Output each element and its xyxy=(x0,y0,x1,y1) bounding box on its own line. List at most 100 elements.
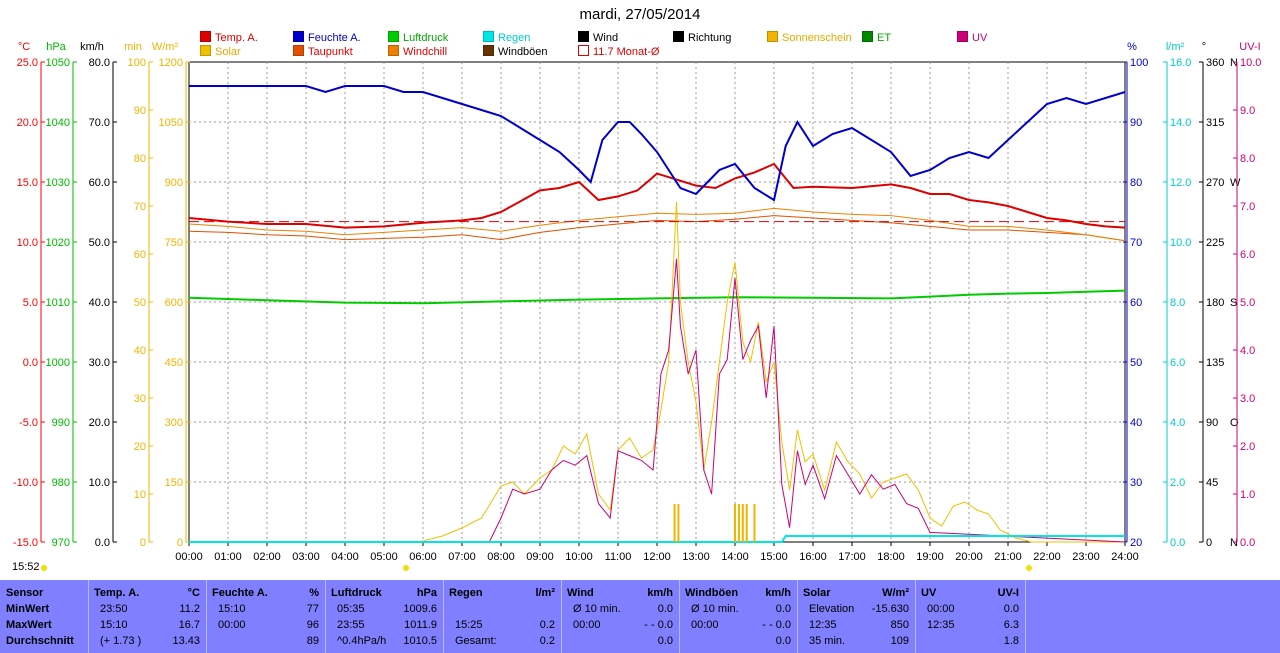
left-axis-tick-label: 1050 xyxy=(159,117,183,129)
legend-swatch xyxy=(200,31,211,42)
x-tick-label: 19:00 xyxy=(916,551,944,563)
table-column: UV UV-I 00:00 0.0 12:35 6.3 1.8 xyxy=(915,580,1026,653)
table-cell-label: 15:25 xyxy=(455,619,483,631)
legend-label: Luftdruck xyxy=(403,32,449,44)
right-axis-tick-label: 4.0 xyxy=(1240,345,1255,357)
x-tick-label: 21:00 xyxy=(994,551,1022,563)
right-axis-tick-label: 20 xyxy=(1130,537,1142,549)
left-axis-tick-label: 1000 xyxy=(46,357,70,369)
table-cell-label: MinWert xyxy=(6,603,50,615)
table-header: Feuchte A. xyxy=(212,587,268,599)
right-axis-tick-label: 360 xyxy=(1206,57,1224,69)
legend-swatch xyxy=(293,31,304,42)
table-cell-value: 0.2 xyxy=(539,635,555,647)
legend-label: Temp. A. xyxy=(215,32,258,44)
table-header: Regen xyxy=(449,587,483,599)
right-axis-tick-label: 80 xyxy=(1130,177,1142,189)
right-axis-tick-label: N xyxy=(1230,57,1238,69)
right-axis-tick-label: 40 xyxy=(1130,417,1142,429)
series-temp-a- xyxy=(188,162,1126,229)
x-tick-label: 09:00 xyxy=(526,551,554,563)
x-tick-label: 17:00 xyxy=(838,551,866,563)
legend-swatch xyxy=(957,31,968,42)
left-axis-tick-label: 15.0 xyxy=(17,177,38,189)
right-axis-tick-label: W xyxy=(1230,177,1241,189)
legend-label: Windböen xyxy=(498,46,548,58)
left-axis-tick-label: 1200 xyxy=(159,57,183,69)
legend-swatch xyxy=(578,45,589,56)
x-tick-label: 24:00 xyxy=(1111,551,1139,563)
left-axis-tick-label: -5.0 xyxy=(19,417,38,429)
right-axis-tick-label: 6.0 xyxy=(1240,249,1255,261)
table-cell-value: 77 xyxy=(306,603,319,615)
right-axis-tick-label: 2.0 xyxy=(1170,477,1185,489)
table-cell-value: 850 xyxy=(890,619,909,631)
legend-item: Regen xyxy=(483,31,530,44)
legend-label: Feuchte A. xyxy=(308,32,361,44)
legend-item: Wind xyxy=(578,31,618,44)
legend-swatch xyxy=(673,31,684,42)
legend-label: ET xyxy=(877,32,892,44)
sunrise-label: 15:52 xyxy=(12,561,40,573)
right-axis-tick-label: 9.0 xyxy=(1240,105,1255,117)
legend-swatch xyxy=(388,45,399,56)
left-axis-tick-label: 1050 xyxy=(46,57,70,69)
table-header: Sensor xyxy=(6,587,44,599)
table-column: Sensor MinWert MaxWert Durchschnitt xyxy=(0,580,89,653)
legend-item: Luftdruck xyxy=(388,31,448,44)
series xyxy=(41,85,1126,571)
table-unit: % xyxy=(309,587,319,599)
left-axis-tick-label: 25.0 xyxy=(17,57,38,69)
table-header: Wind xyxy=(567,587,594,599)
right-axis-tick-label: 50 xyxy=(1130,357,1142,369)
left-axis-tick-label: 1030 xyxy=(46,177,70,189)
table-header: Temp. A. xyxy=(94,587,140,599)
left-axis-tick-label: 40 xyxy=(134,345,146,357)
left-axis-tick-label: 0 xyxy=(177,537,183,549)
table-column: Luftdruck hPa 05:35 1009.6 23:55 1011.9 ^0.4hP… xyxy=(325,580,444,653)
x-tick-label: 02:00 xyxy=(253,551,281,563)
left-axis-tick-label: 10.0 xyxy=(89,477,110,489)
right-axis-unit: % xyxy=(1127,41,1137,53)
left-axis-tick-label: 90 xyxy=(134,105,146,117)
table-unit: hPa xyxy=(416,587,437,599)
left-axis-unit: min xyxy=(124,41,142,53)
x-tick-label: 23:00 xyxy=(1072,551,1100,563)
axes: 00:00 01:00 02:00 03:00 04:00 05:00 06:00 07:00… xyxy=(13,41,1262,563)
table-cell-value: 0.0 xyxy=(657,635,673,647)
left-axis-tick-label: 300 xyxy=(165,417,183,429)
table-cell-label: 12:35 xyxy=(809,619,837,631)
table-header: Luftdruck xyxy=(331,587,382,599)
table-unit: km/h xyxy=(647,587,673,599)
right-axis-tick-label: 90 xyxy=(1206,417,1218,429)
table-cell-value: 6.3 xyxy=(1003,619,1019,631)
left-axis-tick-label: 70 xyxy=(134,201,146,213)
left-axis-tick-label: 40.0 xyxy=(89,297,110,309)
legend-swatch xyxy=(293,45,304,56)
right-axis-tick-label: 2.0 xyxy=(1240,441,1255,453)
table-cell-value: 109 xyxy=(890,635,909,647)
legend-item: ET xyxy=(862,31,891,44)
table-cell-label: (+ 1.73 ) xyxy=(100,635,142,647)
table-cell-value: 1010.5 xyxy=(403,635,437,647)
left-axis-tick-label: 60.0 xyxy=(89,177,110,189)
legend-label: Taupunkt xyxy=(308,46,353,58)
right-axis-tick-label: 90 xyxy=(1130,117,1142,129)
x-tick-label: 01:00 xyxy=(214,551,242,563)
right-axis-tick-label: 16.0 xyxy=(1170,57,1191,69)
legend-label: Sonnenschein xyxy=(782,32,852,44)
legend-label: 11.7 Monat-Ø xyxy=(593,46,660,58)
table-unit: °C xyxy=(187,587,200,599)
series-solar xyxy=(189,201,1125,543)
table-column: Temp. A. °C 23:50 11.2 15:10 16.7 (+ 1.73 ) 13.… xyxy=(88,580,207,653)
table-cell-label: 12:35 xyxy=(927,619,955,631)
x-tick-label: 12:00 xyxy=(643,551,671,563)
table-cell-value: 1011.9 xyxy=(404,619,437,631)
right-axis-tick-label: 7.0 xyxy=(1240,201,1255,213)
series-uv xyxy=(189,258,1126,543)
legend-item: Windchill xyxy=(388,45,447,58)
left-axis-tick-label: 30.0 xyxy=(89,357,110,369)
table-cell-label: 23:55 xyxy=(337,619,365,631)
right-axis-tick-label: 45 xyxy=(1206,477,1218,489)
x-tick-label: 06:00 xyxy=(409,551,437,563)
